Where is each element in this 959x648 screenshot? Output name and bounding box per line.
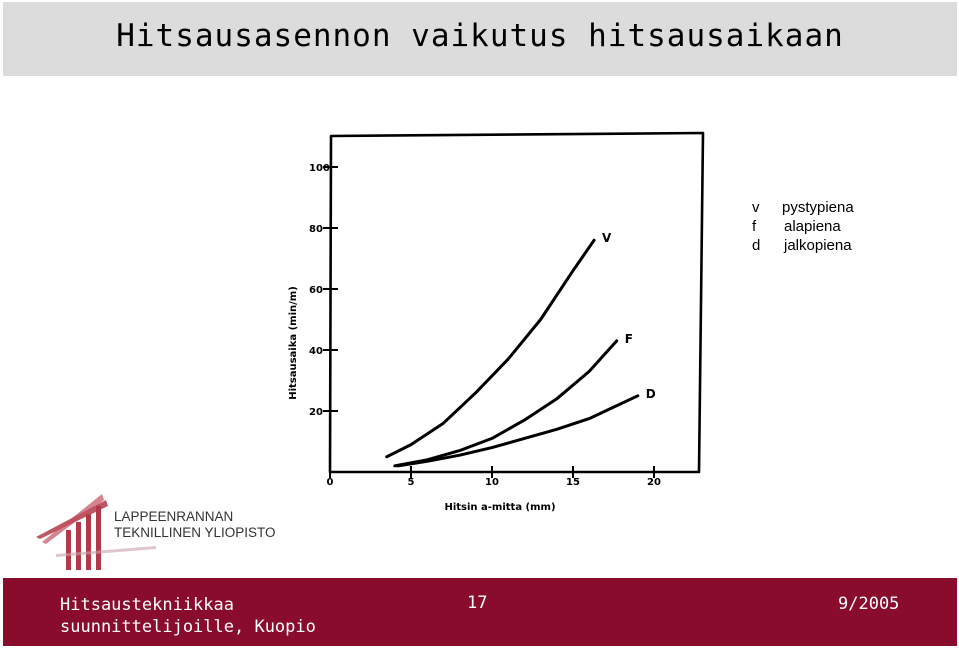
logo-line-2: TEKNILLINEN YLIOPISTO: [114, 525, 276, 540]
y-axis-title: Hitsausaika (min/m): [288, 286, 299, 400]
legend-item: v pystypiena: [752, 198, 854, 217]
series-line-d: [396, 394, 640, 468]
page-number: 17: [467, 593, 488, 613]
x-tick-label: 5: [408, 477, 415, 488]
chart-frame: [328, 131, 705, 474]
x-tick-label: 10: [485, 477, 499, 488]
y-tick-label: 40: [309, 346, 323, 357]
footer-date: 9/2005: [838, 594, 900, 614]
footer-line-2: suunnittelijoille, Kuopio: [60, 617, 316, 637]
series-label-d: D: [646, 387, 656, 401]
x-tick-label: 0: [327, 477, 334, 488]
x-tick-label: 20: [647, 477, 661, 488]
series-line-f: [393, 339, 619, 468]
title-band: Hitsausasennon vaikutus hitsausaikaan: [3, 2, 957, 76]
legend-desc: pystypiena: [782, 199, 854, 216]
x-axis-title: Hitsin a-mitta (mm): [444, 502, 555, 513]
university-logo-icon: [36, 494, 156, 570]
y-tick-label: 80: [309, 224, 323, 235]
series-label-v: V: [602, 231, 612, 245]
legend-desc: jalkopiena: [784, 237, 852, 254]
y-tick-label: 60: [309, 285, 323, 296]
plot-frame: [328, 131, 705, 474]
logo-line-1: LAPPEENRANNAN: [114, 509, 234, 524]
legend-key: v: [752, 199, 760, 216]
legend: v pystypiena f alapiena d jalkopiena: [752, 198, 854, 255]
y-tick-label: 100: [309, 163, 330, 174]
series-line-v: [385, 238, 596, 459]
legend-item: f alapiena: [752, 217, 854, 236]
y-tick-label: 20: [309, 407, 323, 418]
legend-key: d: [752, 237, 761, 254]
legend-item: d jalkopiena: [752, 236, 854, 255]
footer-line-1: Hitsaustekniikkaa: [60, 595, 234, 615]
chart-labels: V F D Hitsin a-mitta (mm) Hitsausaika (min/m…: [288, 231, 656, 513]
x-tick-label: 15: [566, 477, 580, 488]
logo-text: LAPPEENRANNAN TEKNILLINEN YLIOPISTO: [114, 509, 276, 541]
series-label-f: F: [625, 332, 633, 346]
legend-desc: alapiena: [784, 218, 841, 235]
footer-course: Hitsaustekniikkaa suunnittelijoille, Kuo…: [60, 594, 316, 638]
chart-ticks: 20 40 60 80 100 0 5 10 15 20: [309, 163, 661, 488]
slide-title: Hitsausasennon vaikutus hitsausaikaan: [116, 18, 844, 54]
legend-key: f: [752, 218, 757, 235]
chart-series: [385, 238, 640, 468]
footer-band: Hitsaustekniikkaa suunnittelijoille, Kuo…: [3, 578, 957, 646]
